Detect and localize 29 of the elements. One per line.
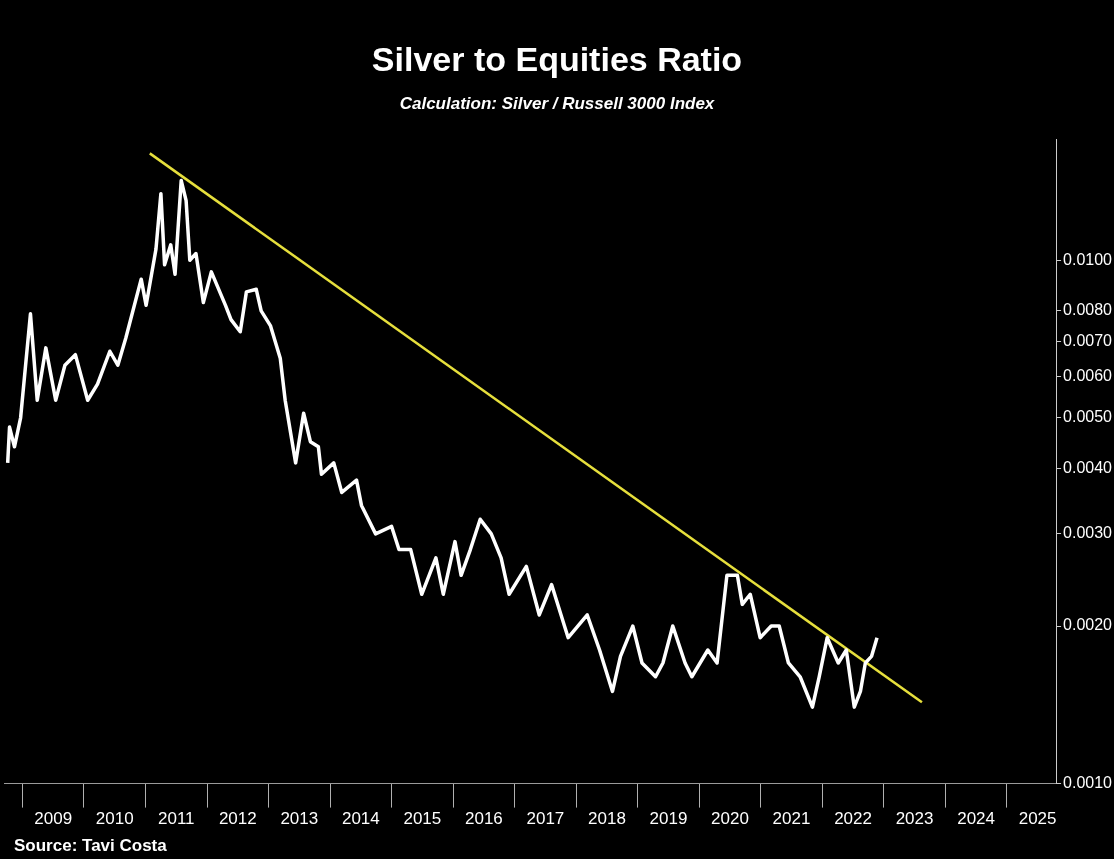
chart-subtitle: Calculation: Silver / Russell 3000 Index bbox=[398, 94, 716, 115]
x-tick-label: 2018 bbox=[588, 809, 626, 829]
y-tick-label: 0.0040 bbox=[1063, 458, 1113, 476]
y-tick-label: 0.0100 bbox=[1063, 250, 1113, 268]
chart-title: Silver to Equities Ratio bbox=[370, 39, 744, 80]
x-tick-label: 2015 bbox=[403, 809, 442, 829]
y-tick-label: 0.0070 bbox=[1063, 331, 1113, 349]
x-tick-label: 2011 bbox=[157, 809, 195, 829]
y-tick-label: 0.0030 bbox=[1063, 524, 1113, 542]
x-tick-label: 2017 bbox=[526, 809, 565, 829]
x-tick-label: 2013 bbox=[280, 809, 319, 829]
source-note: Source: Tavi Costa bbox=[14, 836, 167, 856]
x-tick-label: 2012 bbox=[218, 809, 257, 829]
x-tick-label: 2025 bbox=[1018, 809, 1057, 829]
y-tick-label: 0.0020 bbox=[1063, 616, 1113, 634]
y-tick-label: 0.0080 bbox=[1063, 301, 1113, 319]
x-tick-label: 2010 bbox=[95, 809, 134, 829]
y-tick-label: 0.0010 bbox=[1063, 774, 1113, 792]
x-tick-label: 2020 bbox=[711, 809, 749, 829]
x-tick-label: 2009 bbox=[34, 809, 73, 829]
x-tick-label: 2016 bbox=[464, 809, 503, 829]
x-tick-label: 2019 bbox=[649, 809, 688, 829]
x-tick-label: 2021 bbox=[772, 809, 811, 829]
y-tick-label: 0.0060 bbox=[1063, 366, 1113, 384]
x-tick-label: 2024 bbox=[957, 809, 995, 829]
y-tick-label: 0.0050 bbox=[1063, 408, 1113, 426]
x-tick-label: 2023 bbox=[895, 809, 934, 829]
x-tick-label: 2014 bbox=[341, 809, 380, 829]
x-tick-label: 2022 bbox=[834, 809, 872, 829]
